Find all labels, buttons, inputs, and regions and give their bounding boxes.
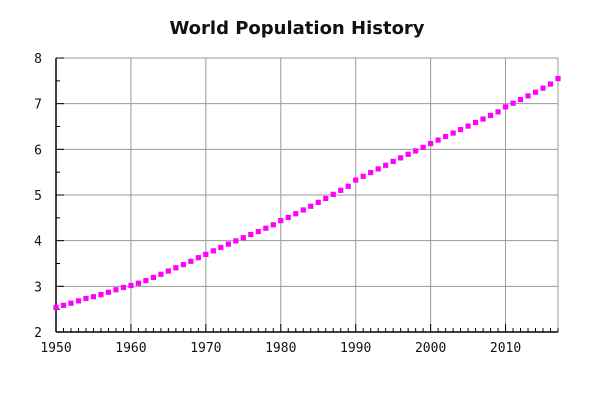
data-point bbox=[143, 277, 149, 284]
data-point bbox=[75, 298, 82, 304]
data-point bbox=[180, 261, 186, 268]
data-point bbox=[547, 81, 554, 87]
data-point bbox=[368, 169, 374, 176]
data-point bbox=[165, 268, 171, 274]
y-tick-label: 3 bbox=[34, 280, 42, 295]
data-point bbox=[450, 130, 456, 136]
data-point bbox=[135, 280, 142, 286]
data-point bbox=[495, 109, 501, 115]
data-point bbox=[263, 225, 269, 231]
y-tick-label: 8 bbox=[34, 52, 42, 67]
data-point bbox=[300, 207, 306, 213]
data-point bbox=[233, 238, 239, 244]
data-point bbox=[345, 183, 351, 189]
data-point bbox=[555, 75, 561, 82]
data-point bbox=[315, 199, 321, 205]
data-point bbox=[443, 133, 449, 140]
data-point bbox=[68, 300, 74, 306]
y-tick-label: 5 bbox=[34, 189, 42, 204]
data-point bbox=[270, 222, 276, 228]
data-point bbox=[413, 148, 419, 154]
data-point bbox=[532, 89, 539, 95]
data-point bbox=[472, 119, 479, 126]
data-point bbox=[338, 187, 344, 193]
data-point bbox=[330, 191, 336, 197]
data-point bbox=[457, 126, 464, 133]
x-tick-label: 1960 bbox=[115, 341, 146, 356]
data-point bbox=[278, 218, 284, 224]
data-point bbox=[98, 292, 104, 298]
x-tick-label: 2000 bbox=[415, 341, 446, 356]
x-tick-label: 2010 bbox=[490, 341, 521, 356]
grid bbox=[55, 57, 559, 333]
data-point bbox=[398, 155, 404, 161]
data-point bbox=[375, 166, 381, 172]
data-point bbox=[308, 203, 314, 209]
data-point bbox=[540, 85, 546, 91]
x-tick-label: 1980 bbox=[265, 341, 296, 356]
x-tick-label: 1970 bbox=[190, 341, 221, 356]
data-point bbox=[517, 96, 524, 103]
data-point bbox=[60, 302, 67, 308]
data-point bbox=[323, 195, 329, 202]
data-point bbox=[113, 287, 119, 293]
chart-title: World Population History bbox=[169, 18, 424, 39]
data-point bbox=[218, 244, 224, 251]
tick-labels: 1950 1960 1970 1980 1990 2000 2010 2 3 4 5 6 7 8 bbox=[34, 52, 521, 356]
y-tick-label: 7 bbox=[34, 98, 42, 113]
data-point bbox=[465, 123, 471, 129]
data-point bbox=[225, 241, 231, 247]
data-point bbox=[502, 104, 509, 110]
data-point bbox=[293, 211, 299, 217]
data-point bbox=[360, 173, 366, 179]
x-tick-label: 1950 bbox=[40, 341, 71, 356]
data-point bbox=[188, 258, 194, 264]
data-point bbox=[105, 289, 112, 295]
data-point bbox=[487, 112, 494, 119]
data-point bbox=[53, 304, 59, 311]
data-point bbox=[203, 251, 209, 257]
data-point bbox=[158, 271, 164, 277]
data-point bbox=[435, 137, 441, 143]
data-point bbox=[255, 228, 261, 235]
data-points bbox=[53, 75, 561, 311]
data-point bbox=[405, 151, 411, 157]
y-tick-label: 6 bbox=[34, 143, 42, 158]
data-point bbox=[195, 255, 201, 261]
data-point bbox=[210, 248, 216, 254]
data-point bbox=[383, 162, 389, 168]
data-point bbox=[285, 214, 291, 221]
data-point bbox=[248, 231, 254, 238]
x-tick-label: 1990 bbox=[340, 341, 371, 356]
data-point bbox=[150, 274, 157, 280]
data-point bbox=[240, 235, 246, 241]
data-point bbox=[83, 295, 89, 302]
data-point bbox=[90, 294, 97, 300]
data-point bbox=[120, 284, 127, 291]
data-point bbox=[173, 265, 179, 271]
data-point bbox=[128, 282, 134, 289]
y-tick-label: 2 bbox=[34, 326, 42, 341]
y-tick-label: 4 bbox=[34, 235, 42, 250]
data-point bbox=[510, 100, 516, 106]
data-point bbox=[420, 144, 426, 151]
data-point bbox=[390, 158, 396, 165]
data-point bbox=[480, 116, 486, 122]
data-point bbox=[525, 93, 531, 99]
axes bbox=[55, 57, 559, 333]
data-point bbox=[428, 140, 434, 147]
data-point bbox=[353, 177, 359, 183]
